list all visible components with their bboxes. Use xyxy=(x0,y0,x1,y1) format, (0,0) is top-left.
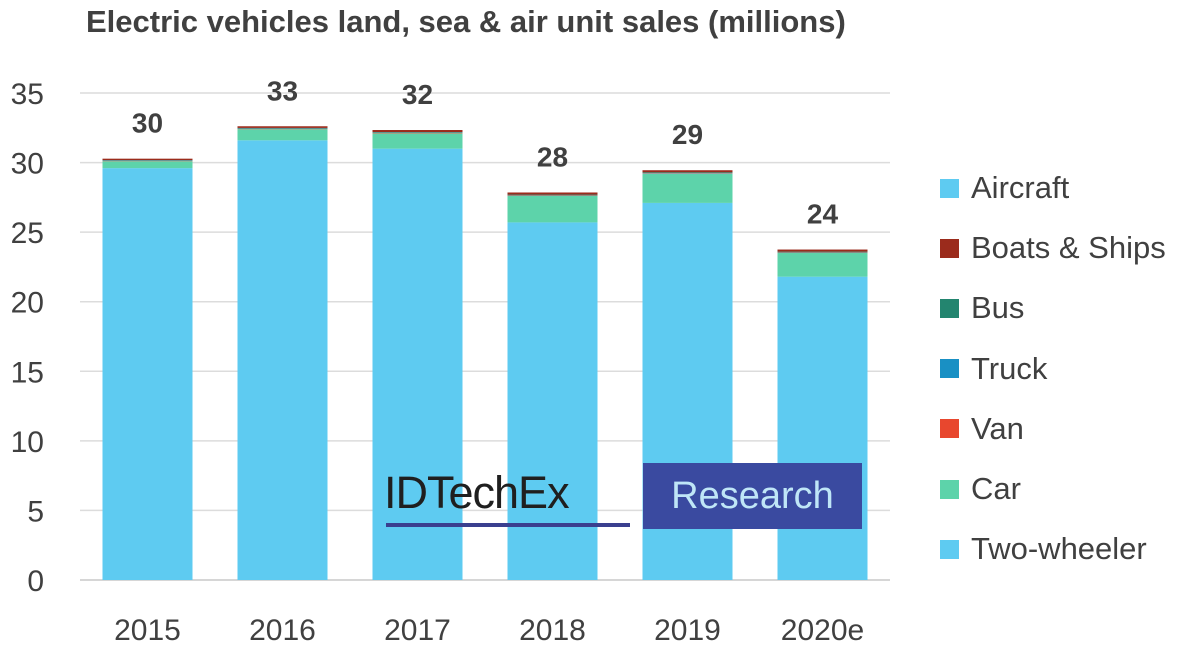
bar-segment-two-wheeler xyxy=(507,222,598,580)
y-tick-label: 20 xyxy=(11,287,44,320)
bar-segment-bus xyxy=(507,194,598,196)
legend: Aircraft Boats & Ships Bus Truck Van Car Two-w… xyxy=(940,158,1166,579)
legend-label: Van xyxy=(971,410,1024,446)
y-tick-label: 10 xyxy=(11,426,44,459)
legend-item: Two-wheeler xyxy=(940,519,1166,579)
bar-segment-car xyxy=(777,253,868,277)
legend-item: Bus xyxy=(940,278,1166,338)
bar-total-label: 29 xyxy=(672,119,703,150)
bar-segment-two-wheeler xyxy=(102,168,193,580)
y-tick-label: 0 xyxy=(27,565,44,598)
bar-total-label: 28 xyxy=(537,141,568,172)
bar-segment-car xyxy=(642,173,733,203)
legend-label: Car xyxy=(971,471,1021,507)
legend-swatch xyxy=(940,238,959,258)
legend-swatch xyxy=(940,419,959,439)
bar-segment-bus xyxy=(372,132,463,133)
bar-total-label: 24 xyxy=(807,199,839,230)
bar-segment-two-wheeler xyxy=(777,276,868,580)
y-tick-label: 5 xyxy=(27,495,44,528)
legend-label: Bus xyxy=(971,290,1025,326)
legend-item: Van xyxy=(940,399,1166,459)
x-tick-label: 2020e xyxy=(781,614,864,647)
bar-segment-boats-ships xyxy=(642,170,733,173)
x-tick-label: 2019 xyxy=(654,614,721,647)
logo-left-part: IDTechEx xyxy=(384,463,642,529)
bar-segment-bus xyxy=(777,251,868,253)
legend-label: Boats & Ships xyxy=(971,230,1166,266)
bar-total-label: 33 xyxy=(267,75,298,106)
bar-segment-boats-ships xyxy=(372,130,463,133)
y-tick-label: 15 xyxy=(11,356,44,389)
logo-research-box: Research xyxy=(643,463,862,529)
legend-swatch xyxy=(940,479,959,499)
bar-segment-car xyxy=(372,133,463,149)
bar-segment-car xyxy=(102,161,193,169)
y-tick-label: 30 xyxy=(11,148,44,181)
x-tick-label: 2015 xyxy=(114,614,181,647)
chart-title: Electric vehicles land, sea & air unit s… xyxy=(86,4,846,39)
legend-item: Aircraft xyxy=(940,158,1166,218)
y-tick-label: 35 xyxy=(11,78,44,111)
x-tick-label: 2018 xyxy=(519,614,586,647)
bar-segment-two-wheeler xyxy=(372,148,463,580)
x-tick-label: 2017 xyxy=(384,614,451,647)
logo-underline xyxy=(386,523,630,527)
logo-wordmark: IDTechEx xyxy=(384,467,570,518)
bar-segment-car xyxy=(507,195,598,223)
bar-segment-two-wheeler xyxy=(237,140,328,580)
bar-segment-boats-ships xyxy=(777,249,868,252)
legend-swatch xyxy=(940,298,959,318)
bar-total-label: 32 xyxy=(402,79,433,110)
legend-item: Boats & Ships xyxy=(940,218,1166,278)
bar-segment-boats-ships xyxy=(237,126,328,128)
bar-segment-boats-ships xyxy=(102,158,193,161)
legend-item: Truck xyxy=(940,339,1166,399)
y-tick-label: 25 xyxy=(11,217,44,250)
bar-segment-bus xyxy=(237,127,328,129)
bar-segment-boats-ships xyxy=(507,192,598,195)
legend-swatch xyxy=(940,359,959,379)
bar-segment-car xyxy=(237,129,328,141)
bar-total-label: 30 xyxy=(132,108,163,139)
legend-label: Truck xyxy=(971,350,1048,386)
legend-swatch xyxy=(940,178,959,198)
logo-research-text: Research xyxy=(671,474,834,517)
x-tick-label: 2016 xyxy=(249,614,316,647)
bar-segment-bus xyxy=(642,172,733,174)
legend-item: Car xyxy=(940,459,1166,519)
legend-label: Aircraft xyxy=(971,170,1070,206)
legend-label: Two-wheeler xyxy=(971,531,1147,567)
idtechex-watermark-logo: IDTechEx Research xyxy=(384,463,862,533)
legend-swatch xyxy=(940,539,959,559)
